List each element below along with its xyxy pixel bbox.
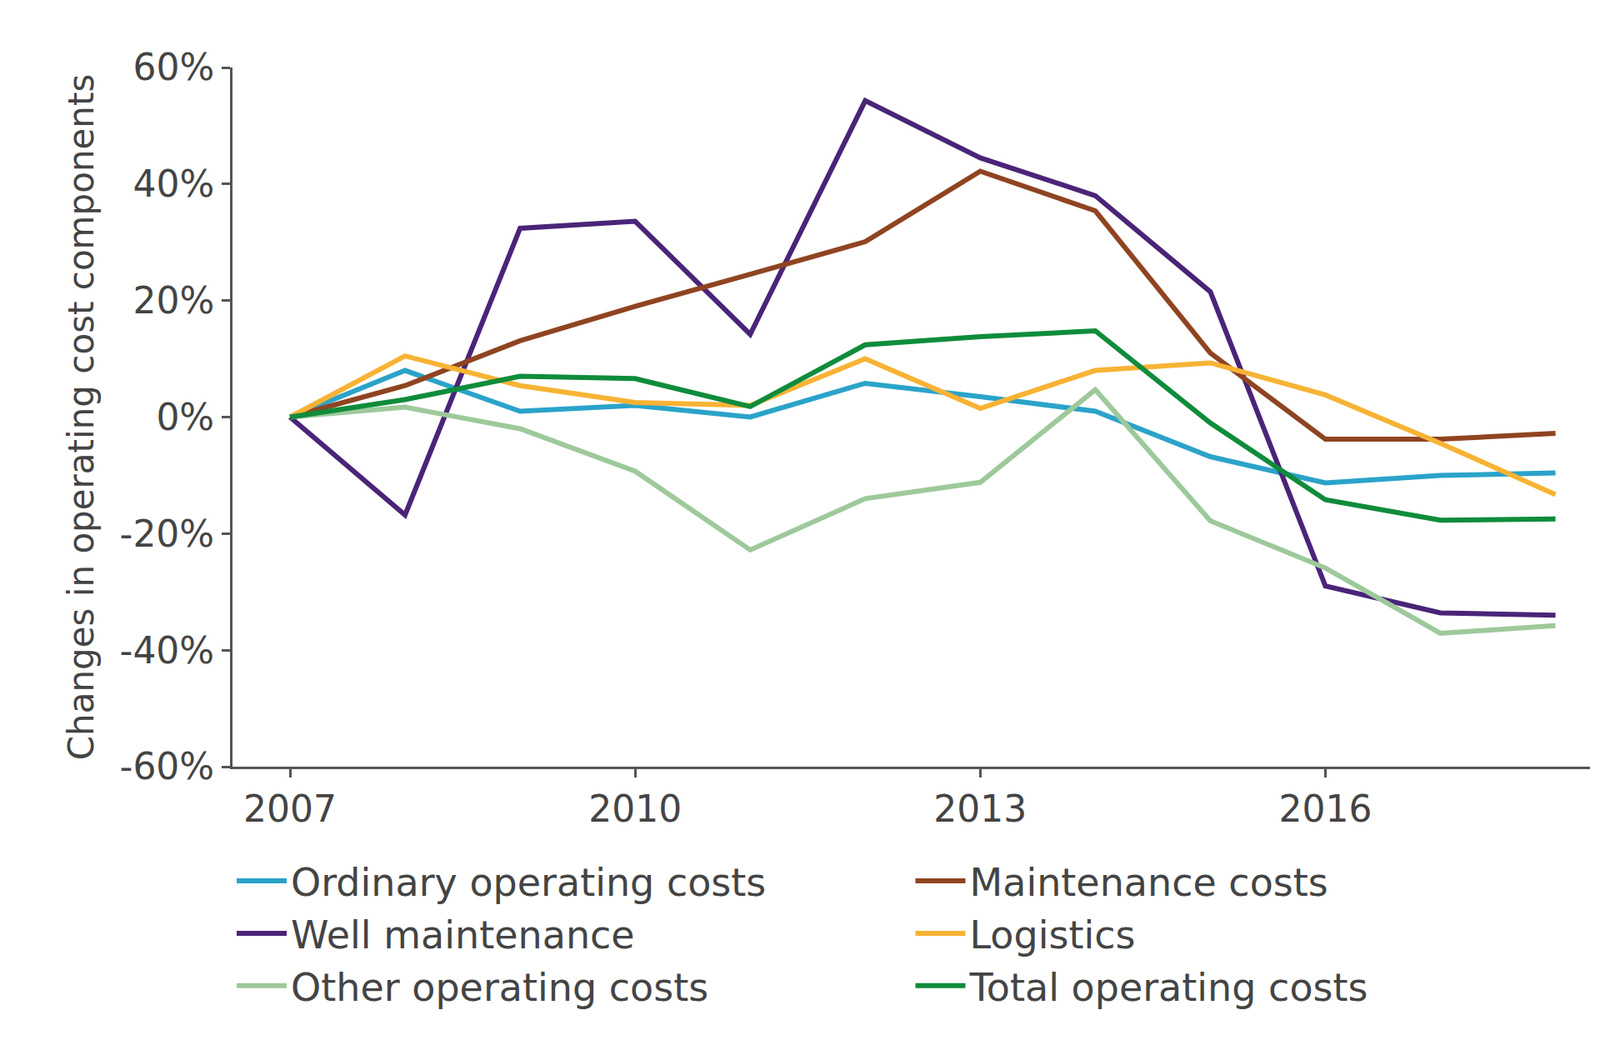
svg-text:Well maintenance: Well maintenance [290, 912, 635, 958]
svg-text:2010: 2010 [588, 787, 682, 830]
svg-text:0%: 0% [155, 395, 215, 439]
svg-text:2013: 2013 [933, 787, 1027, 830]
svg-text:-60%: -60% [120, 745, 215, 788]
svg-text:-20%: -20% [120, 512, 215, 555]
svg-text:2016: 2016 [1278, 787, 1372, 830]
svg-text:20%: 20% [132, 279, 215, 322]
svg-text:Changes in operating cost comp: Changes in operating cost components [60, 74, 102, 761]
svg-text:Total operating costs: Total operating costs [969, 965, 1369, 1010]
svg-text:Logistics: Logistics [970, 912, 1136, 958]
svg-text:2007: 2007 [243, 787, 337, 830]
svg-text:Ordinary operating costs: Ordinary operating costs [290, 860, 766, 905]
svg-text:40%: 40% [132, 162, 215, 205]
svg-text:60%: 60% [132, 45, 215, 89]
svg-text:Maintenance costs: Maintenance costs [970, 860, 1329, 905]
svg-text:-40%: -40% [120, 629, 215, 672]
svg-text:Other operating costs: Other operating costs [290, 965, 709, 1010]
